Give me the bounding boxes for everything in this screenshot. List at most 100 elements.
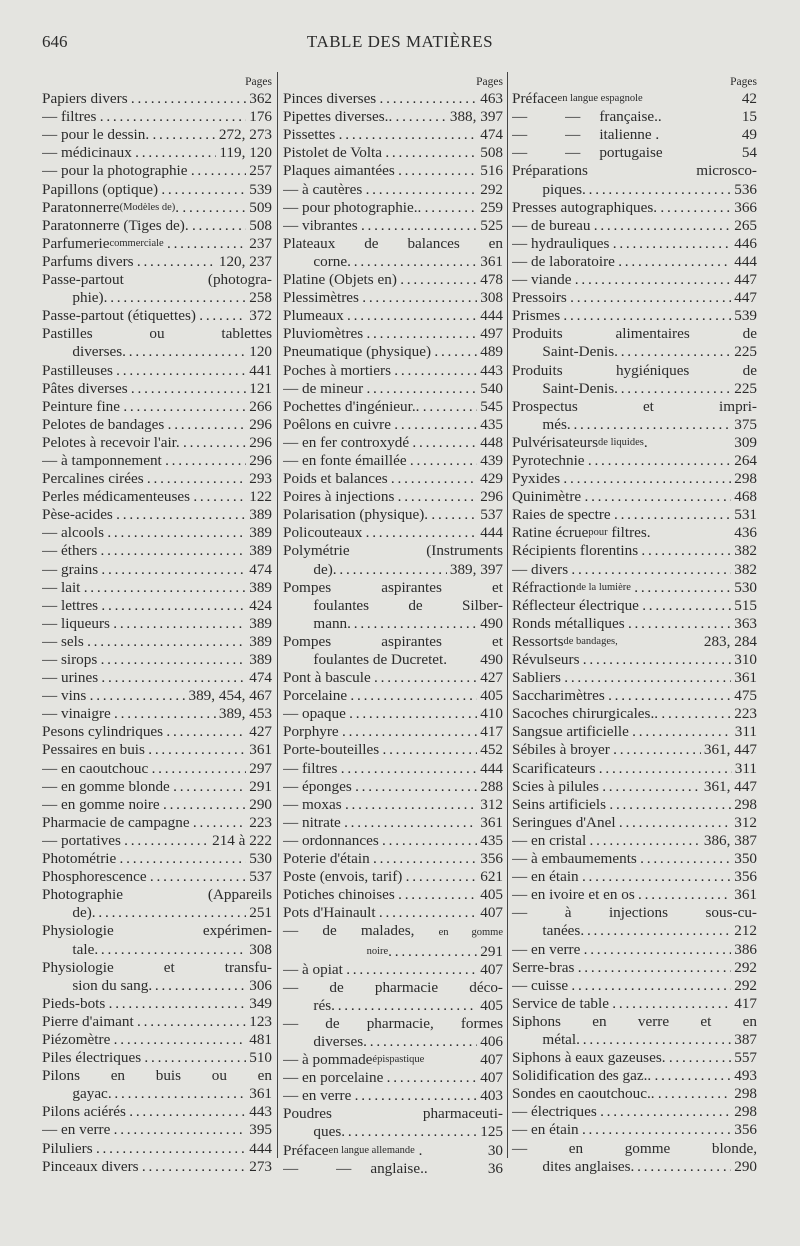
- entry-line: Poste (envois, tarif) 621: [283, 868, 503, 886]
- entry-line: Potiches chinoises 405: [283, 886, 503, 904]
- entry-text: Pots d'Hainault: [283, 904, 376, 922]
- entry-line: Réfraction de la lumière 530: [512, 579, 757, 597]
- dot-leader: [580, 651, 732, 669]
- entry-line: Peinture fine 266: [42, 398, 272, 416]
- entry-text: Papiers divers: [42, 90, 128, 108]
- entry-line: Saccharimètres 475: [512, 687, 757, 705]
- entry-line: — portatives 214 à 222: [42, 832, 272, 850]
- entry-line: Pneumatique (physique) 489: [283, 343, 503, 361]
- entry-line: Récipients florentins 382: [512, 542, 757, 560]
- entry-line: Prospectus et impri-: [512, 398, 757, 416]
- dot-leader: [339, 723, 478, 741]
- entry-continuation-text: tale: [72, 940, 95, 958]
- entry-line: Pastilleuses 441: [42, 362, 272, 380]
- spacer: [424, 1051, 477, 1069]
- entry-text: Photographie (Appareils: [42, 886, 272, 904]
- index-entry: Réfraction de la lumière 530: [512, 579, 757, 597]
- entry-text: — à embaumements: [512, 850, 637, 868]
- entry-text: Pâtes diverses: [42, 379, 128, 397]
- dot-leader: [571, 271, 731, 289]
- dot-leader: [376, 90, 477, 108]
- page-reference: 350: [734, 850, 757, 868]
- entry-line: Quinimètre 468: [512, 488, 757, 506]
- dot-leader: [358, 217, 478, 235]
- dot-leader: [376, 904, 478, 922]
- dot-leader: [379, 832, 477, 850]
- index-column-3: Pages Préface en langue espagnole 42— — fr…: [512, 72, 757, 1176]
- entry-line: Pelotes à recevoir l'air. 296: [42, 434, 272, 452]
- index-entry: — divers 382: [512, 561, 757, 579]
- page-reference: 444: [480, 307, 503, 325]
- entry-line: Produits alimentaires de: [512, 325, 757, 343]
- page-reference: 290: [249, 795, 272, 813]
- entry-text: Pistolet de Volta: [283, 144, 383, 162]
- page-reference: 122: [249, 488, 272, 506]
- entry-line: Poêlons en cuivre 435: [283, 416, 503, 434]
- dot-leader: [391, 362, 477, 380]
- entry-line: — grains 474: [42, 561, 272, 579]
- entry-text: Poêlons en cuivre: [283, 415, 391, 433]
- index-entry: Pieds-bots 349: [42, 995, 272, 1013]
- entry-line: Porcelaine 405: [283, 687, 503, 705]
- page-reference: 123: [249, 1012, 272, 1030]
- page-reference: 515: [734, 596, 757, 614]
- entry-continuation-line: corne 361: [283, 253, 503, 271]
- dot-leader: [93, 1140, 247, 1158]
- index-entry: Paratonnerre (Tiges de). 508: [42, 217, 272, 235]
- page-reference: 288: [480, 777, 503, 795]
- dot-leader: [363, 1033, 477, 1051]
- dot-leader: [111, 705, 216, 723]
- index-entry: — sirops 389: [42, 651, 272, 669]
- dot-leader: [586, 832, 701, 850]
- index-entry: Pesons cylindriques 427: [42, 723, 272, 741]
- entry-line: — en verre 386: [512, 941, 757, 959]
- dot-leader: [560, 470, 731, 488]
- entry-line: — moxas 312: [283, 796, 503, 814]
- page-reference: 508: [249, 216, 272, 234]
- page-reference: 298: [734, 470, 757, 488]
- page-reference: 446: [734, 234, 757, 252]
- dot-leader: [105, 995, 246, 1013]
- dot-leader: [341, 1123, 477, 1141]
- entry-text: — portatives: [42, 831, 121, 849]
- page-reference: 474: [249, 560, 272, 578]
- entry-line: — médicinaux 119, 120: [42, 144, 272, 162]
- entry-line: — de mineur 540: [283, 380, 503, 398]
- entry-continuation: foulantes de Silber-: [313, 596, 503, 614]
- entry-text: — vins: [42, 687, 87, 705]
- page-reference: 296: [249, 415, 272, 433]
- entry-line: — lettres 424: [42, 597, 272, 615]
- page-reference: 283, 284: [703, 632, 757, 650]
- page-reference: 264: [734, 451, 757, 469]
- entry-text: Platine (Objets en): [283, 271, 397, 289]
- dot-leader: [113, 506, 246, 524]
- index-entry: Ronds métalliques 363: [512, 615, 757, 633]
- dot-leader: [383, 1069, 477, 1087]
- entry-line: Pistolet de Volta 508: [283, 144, 503, 162]
- entry-text-suffix: .: [643, 433, 648, 451]
- page-reference: 15: [741, 108, 757, 126]
- entry-text: — à opiat: [283, 960, 343, 978]
- index-entry: Pyrotechnie 264: [512, 452, 757, 470]
- index-entry: Siphons à eaux gazeuses. 557: [512, 1049, 757, 1067]
- entry-text: Porcelaine: [283, 687, 348, 705]
- page-reference: 435: [480, 831, 503, 849]
- page-reference: 497: [480, 325, 503, 343]
- dot-leader: [331, 997, 477, 1015]
- page-reference: 388, 397: [449, 108, 503, 126]
- index-entry: Révulseurs 310: [512, 651, 757, 669]
- page-reference: 296: [249, 433, 272, 451]
- entry-line: — liqueurs 389: [42, 615, 272, 633]
- spacer: [447, 651, 477, 669]
- entry-text: — à injections sous-cu-: [512, 904, 757, 922]
- dot-leader: [147, 868, 247, 886]
- entry-text: — électriques: [512, 1103, 597, 1121]
- entry-text: Pompes aspirantes et: [283, 632, 503, 650]
- dot-leader: [352, 778, 477, 796]
- index-entry: Pressoirs 447: [512, 289, 757, 307]
- index-entry: Pierre d'aimant 123: [42, 1013, 272, 1031]
- dot-leader: [351, 1087, 477, 1105]
- page-reference: 444: [480, 524, 503, 542]
